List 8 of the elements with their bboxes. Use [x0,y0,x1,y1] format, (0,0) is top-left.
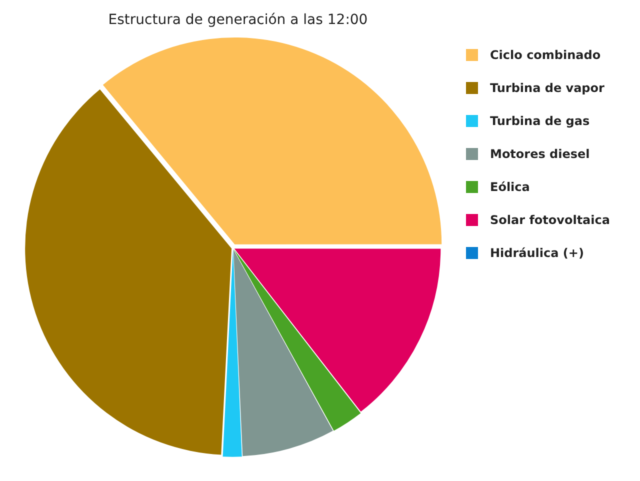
legend-label: Turbina de vapor [490,80,604,94]
legend-label: Eólica [490,180,530,194]
legend-label: Solar fotovoltaica [490,212,610,226]
legend-label: Hidráulica (+) [490,246,584,260]
legend-label: Turbina de gas [490,114,590,128]
chart-title: Estructura de generación a las 12:00 [107,11,369,28]
legend-label: Ciclo combinado [490,48,601,62]
legend-label: Motores diesel [490,146,590,160]
